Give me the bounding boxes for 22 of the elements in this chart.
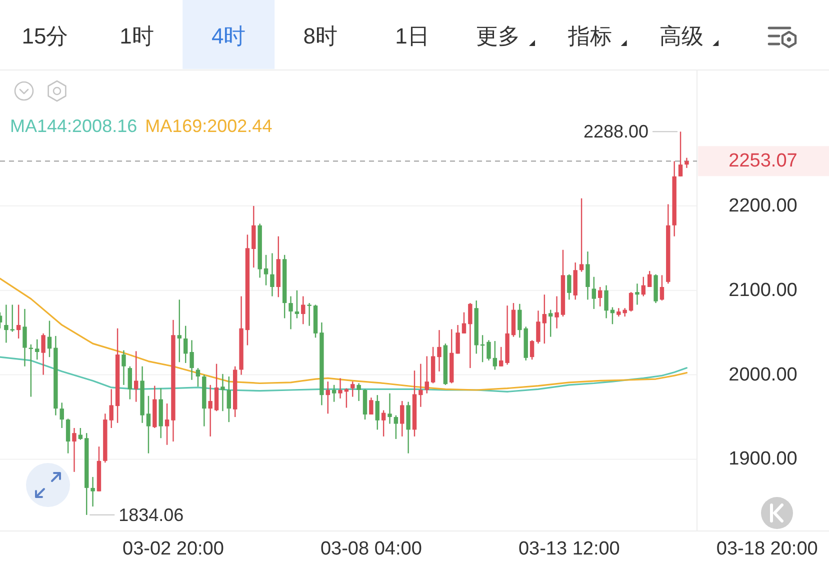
text: 1时 xyxy=(120,24,154,48)
note: 2288.00 xyxy=(583,122,678,142)
text: 8时 xyxy=(303,24,338,48)
y-tick-label: 2100.00 xyxy=(728,280,798,301)
x-tick-label: 03-13 12:00 xyxy=(518,538,620,560)
ref-line-label: 2253.07 xyxy=(728,150,798,172)
text: 1日 xyxy=(395,24,430,48)
text: 更多 xyxy=(476,24,520,48)
annotation: 2288.00 xyxy=(583,122,649,142)
text: 高级 xyxy=(660,24,704,48)
text: 15分 xyxy=(22,24,68,48)
y-tick-label: 1900.00 xyxy=(728,448,798,470)
y-tick-label: 2000.00 xyxy=(728,364,798,386)
annotation: 1834.06 xyxy=(118,504,184,525)
x-tick-label: 03-02 20:00 xyxy=(122,538,224,560)
x-tick-label: 03-08 04:00 xyxy=(320,538,422,560)
text: 4时 xyxy=(211,24,246,48)
text: 指标 xyxy=(566,24,612,48)
note: 1834.06 xyxy=(89,504,184,525)
y-tick-label: 2200.00 xyxy=(728,195,798,216)
legend: MA144:2008.16 MA169:2002.44 xyxy=(10,116,272,136)
x-tick-label: 03-18 20:00 xyxy=(716,538,818,560)
